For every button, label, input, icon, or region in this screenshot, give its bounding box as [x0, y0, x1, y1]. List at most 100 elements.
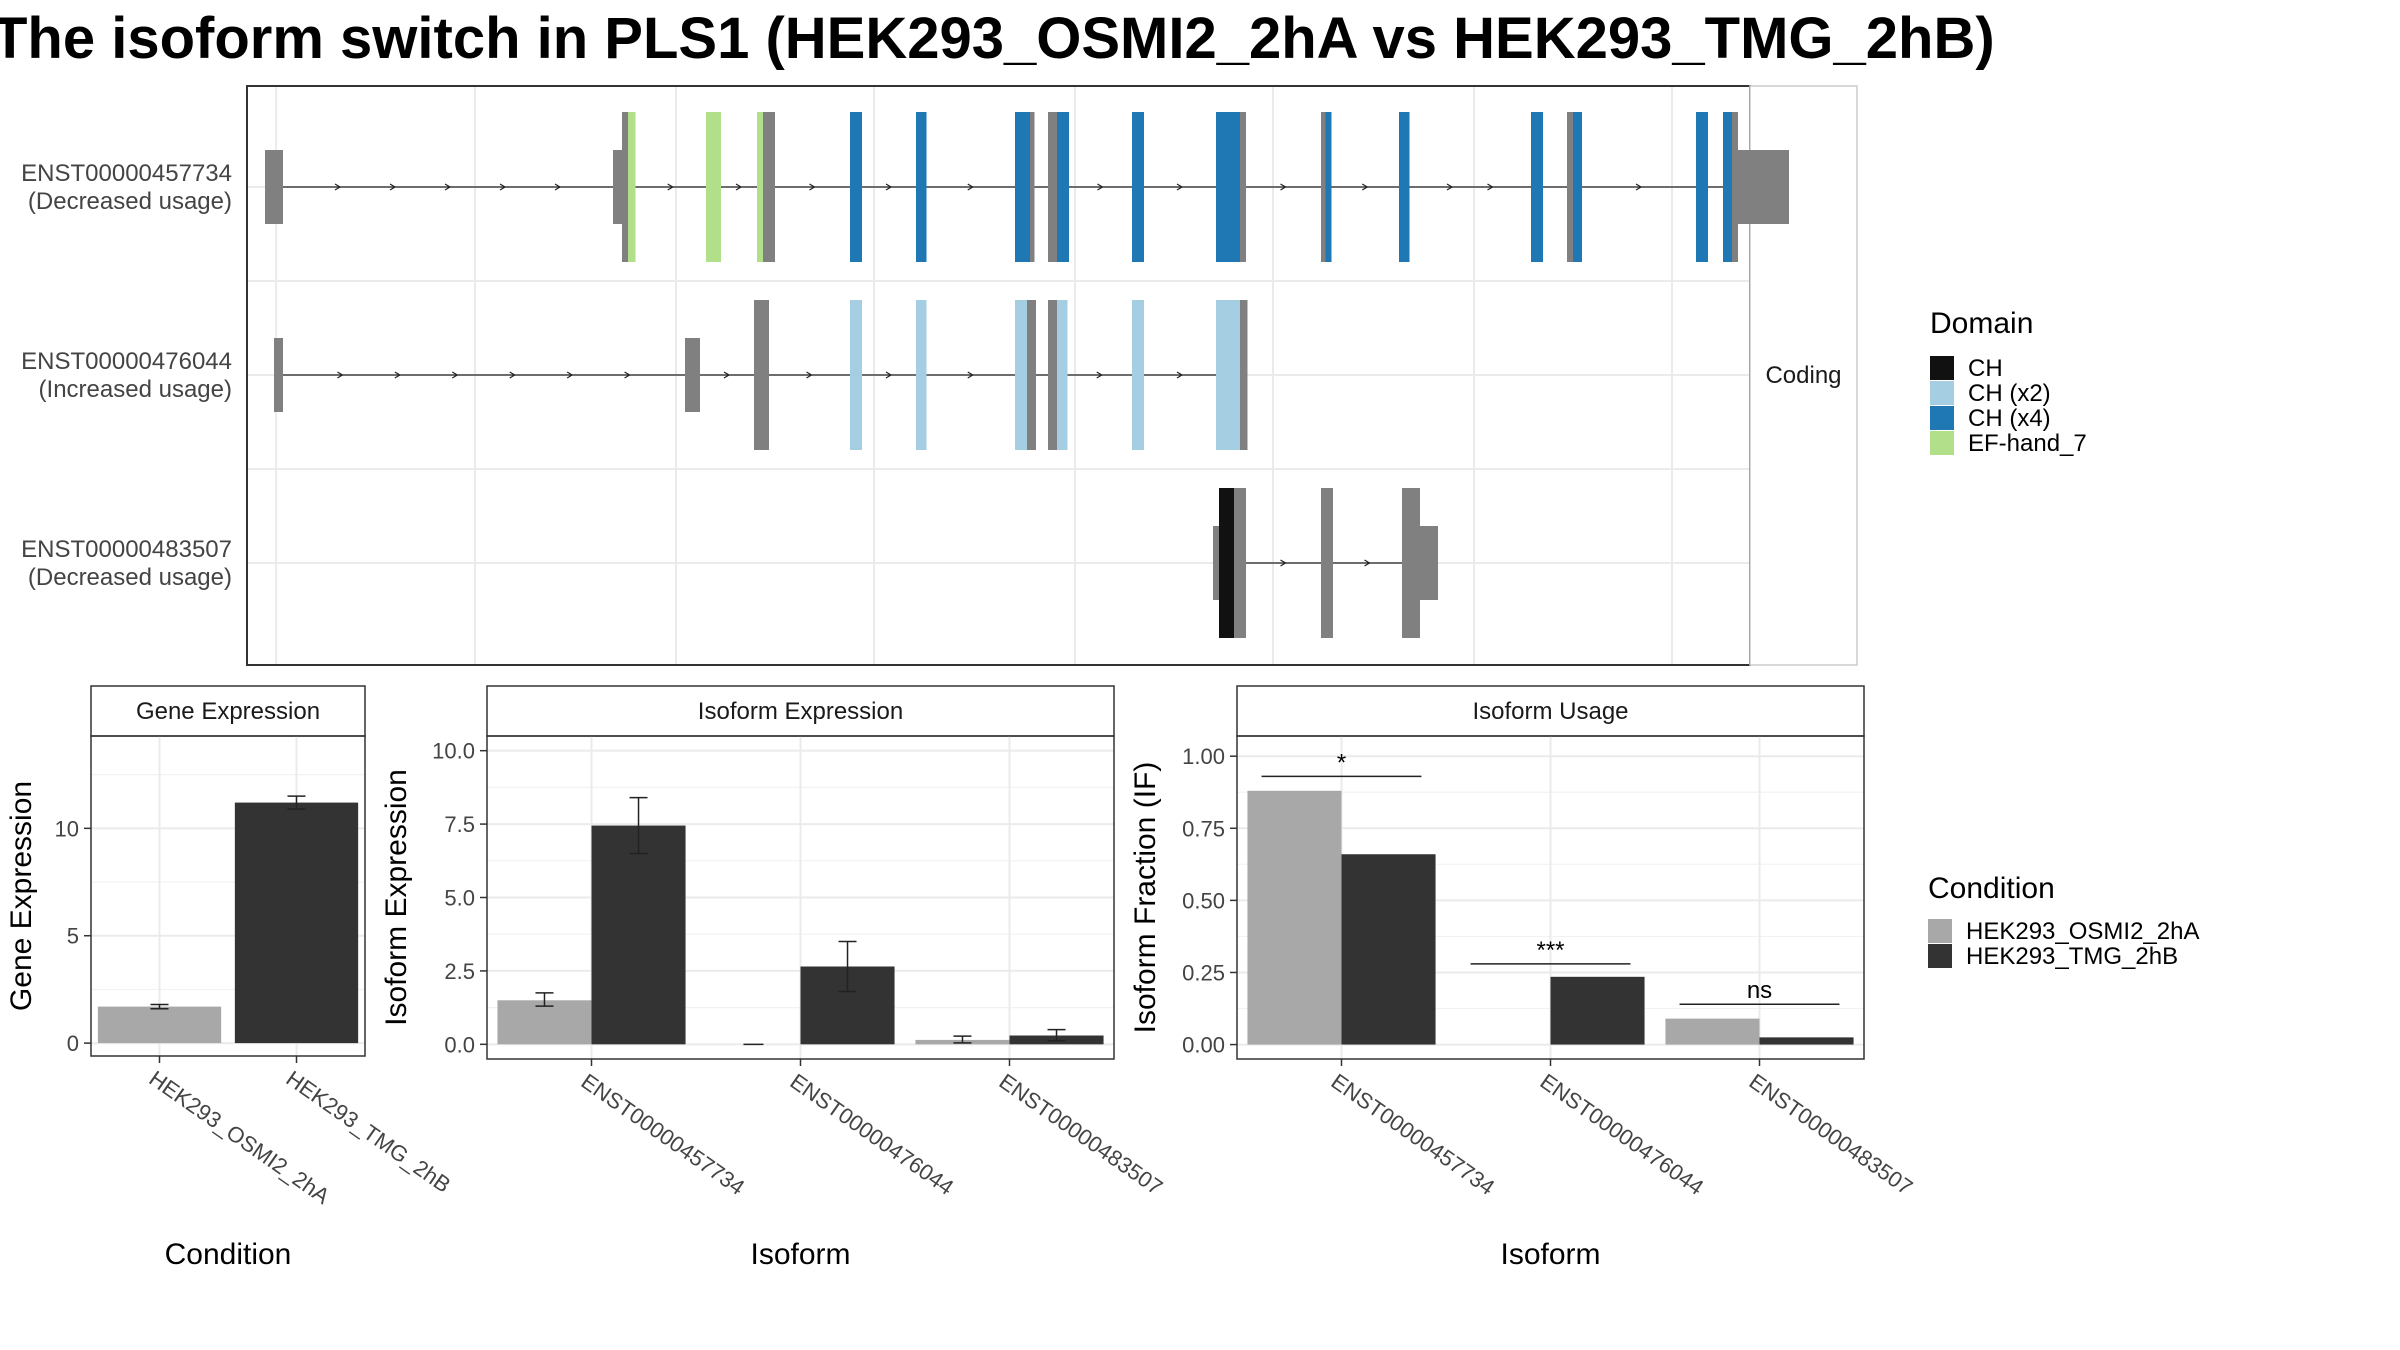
exon-block — [1057, 300, 1068, 450]
y-tick-label: 10.0 — [432, 739, 475, 764]
y-tick-label: 0.25 — [1182, 960, 1225, 985]
domain-legend-swatch — [1930, 431, 1954, 455]
intron-direction-arrow — [337, 371, 344, 379]
x-axis-title: Isoform — [750, 1238, 850, 1271]
exon-block — [1132, 300, 1144, 450]
intron-direction-arrow — [735, 183, 743, 191]
intron-direction-arrow — [967, 371, 974, 379]
intron-direction-arrow — [394, 371, 402, 379]
exon-block — [1240, 112, 1246, 262]
intron-direction-arrow — [885, 183, 893, 191]
intron-direction-arrow — [1280, 183, 1287, 191]
intron-direction-arrow — [389, 183, 397, 191]
transcript-usage-label: (Decreased usage) — [28, 188, 232, 215]
figure-title: The isoform switch in PLS1 (HEK293_OSMI2… — [0, 6, 1995, 71]
exon-block — [916, 112, 927, 262]
exon-block — [1321, 488, 1333, 638]
intron-direction-arrow — [1446, 183, 1454, 191]
exon-block — [1531, 112, 1543, 262]
domain-legend-label: CH — [1968, 355, 2003, 382]
exon-block — [1573, 112, 1582, 262]
exon-block — [1132, 112, 1144, 262]
intron-direction-arrow — [444, 183, 452, 191]
bar — [234, 802, 359, 1044]
exon-block — [1723, 112, 1732, 262]
bar — [1247, 790, 1342, 1045]
condition-legend-label: HEK293_TMG_2hB — [1966, 943, 2178, 970]
intron-direction-arrow — [1361, 183, 1369, 191]
exon-block — [1402, 488, 1420, 638]
panel-strip — [90, 685, 366, 737]
panel-title: Isoform Usage — [1472, 698, 1628, 725]
transcript-usage-label: (Decreased usage) — [28, 564, 232, 591]
exon-block — [1567, 112, 1573, 262]
condition-legend-swatch — [1928, 944, 1952, 968]
exon-block — [1738, 150, 1789, 224]
domain-legend-label: CH (x4) — [1968, 405, 2051, 432]
exon-block — [1027, 300, 1036, 450]
y-tick-label: 0.0 — [444, 1032, 475, 1057]
exon-block — [1399, 112, 1410, 262]
y-tick-label: 5 — [67, 924, 79, 949]
intron-direction-arrow — [1280, 559, 1287, 567]
bar — [97, 1006, 222, 1044]
panel-strip — [486, 685, 1115, 737]
condition-legend-swatch — [1928, 919, 1952, 943]
y-axis-title: Isoform Fraction (IF) — [1129, 762, 1162, 1034]
exon-block — [1015, 300, 1027, 450]
condition-legend-label: HEK293_OSMI2_2hA — [1966, 918, 2199, 945]
exon-block — [1057, 112, 1069, 262]
bar — [1665, 1018, 1760, 1045]
intron-direction-arrow — [1176, 371, 1184, 379]
intron-direction-arrow — [667, 183, 674, 191]
exon-block — [628, 112, 636, 262]
x-axis-title: Condition — [165, 1238, 292, 1271]
exon-block — [1732, 112, 1738, 262]
panel-border — [486, 735, 1115, 1060]
structure-facet-label: Coding — [1765, 362, 1841, 389]
transcript-id-label: ENST00000483507 — [21, 536, 232, 563]
exon-block — [754, 300, 769, 450]
bar — [1550, 976, 1645, 1045]
significance-label: *** — [1536, 937, 1564, 964]
exon-block — [706, 112, 721, 262]
intron-direction-arrow — [1176, 183, 1184, 191]
exon-block — [265, 150, 283, 224]
condition-legend-title: Condition — [1928, 872, 2055, 905]
intron-direction-arrow — [1364, 559, 1371, 567]
intron-direction-arrow — [554, 183, 562, 191]
exon-block — [1325, 112, 1332, 262]
domain-legend-label: CH (x2) — [1968, 380, 2051, 407]
exon-block — [1219, 488, 1234, 638]
exon-block — [1234, 488, 1246, 638]
domain-legend-label: EF-hand_7 — [1968, 430, 2087, 457]
bar — [1341, 854, 1436, 1045]
bar — [1759, 1037, 1854, 1045]
panel-title: Gene Expression — [136, 698, 320, 725]
y-axis-title: Gene Expression — [5, 781, 38, 1011]
exon-block — [763, 112, 775, 262]
exon-block — [1216, 112, 1240, 262]
intron-direction-arrow — [1635, 183, 1643, 191]
significance-label: ns — [1747, 977, 1772, 1004]
exon-block — [1420, 526, 1438, 600]
y-axis-title: Isoform Expression — [380, 769, 413, 1026]
exon-block — [613, 150, 622, 224]
transcript-usage-label: (Increased usage) — [39, 376, 232, 403]
y-tick-label: 0.00 — [1182, 1033, 1225, 1058]
intron-direction-arrow — [1096, 371, 1103, 379]
exon-block — [1048, 112, 1057, 262]
domain-legend-title: Domain — [1930, 307, 2033, 340]
exon-block — [1030, 112, 1035, 262]
intron-direction-arrow — [566, 371, 574, 379]
exon-block — [1048, 300, 1057, 450]
exon-block — [1696, 112, 1708, 262]
intron-direction-arrow — [809, 183, 816, 191]
significance-label: * — [1337, 749, 1346, 776]
exon-block — [622, 112, 628, 262]
y-tick-label: 10 — [55, 816, 79, 841]
exon-block — [274, 338, 283, 412]
x-axis-title: Isoform — [1500, 1238, 1600, 1271]
